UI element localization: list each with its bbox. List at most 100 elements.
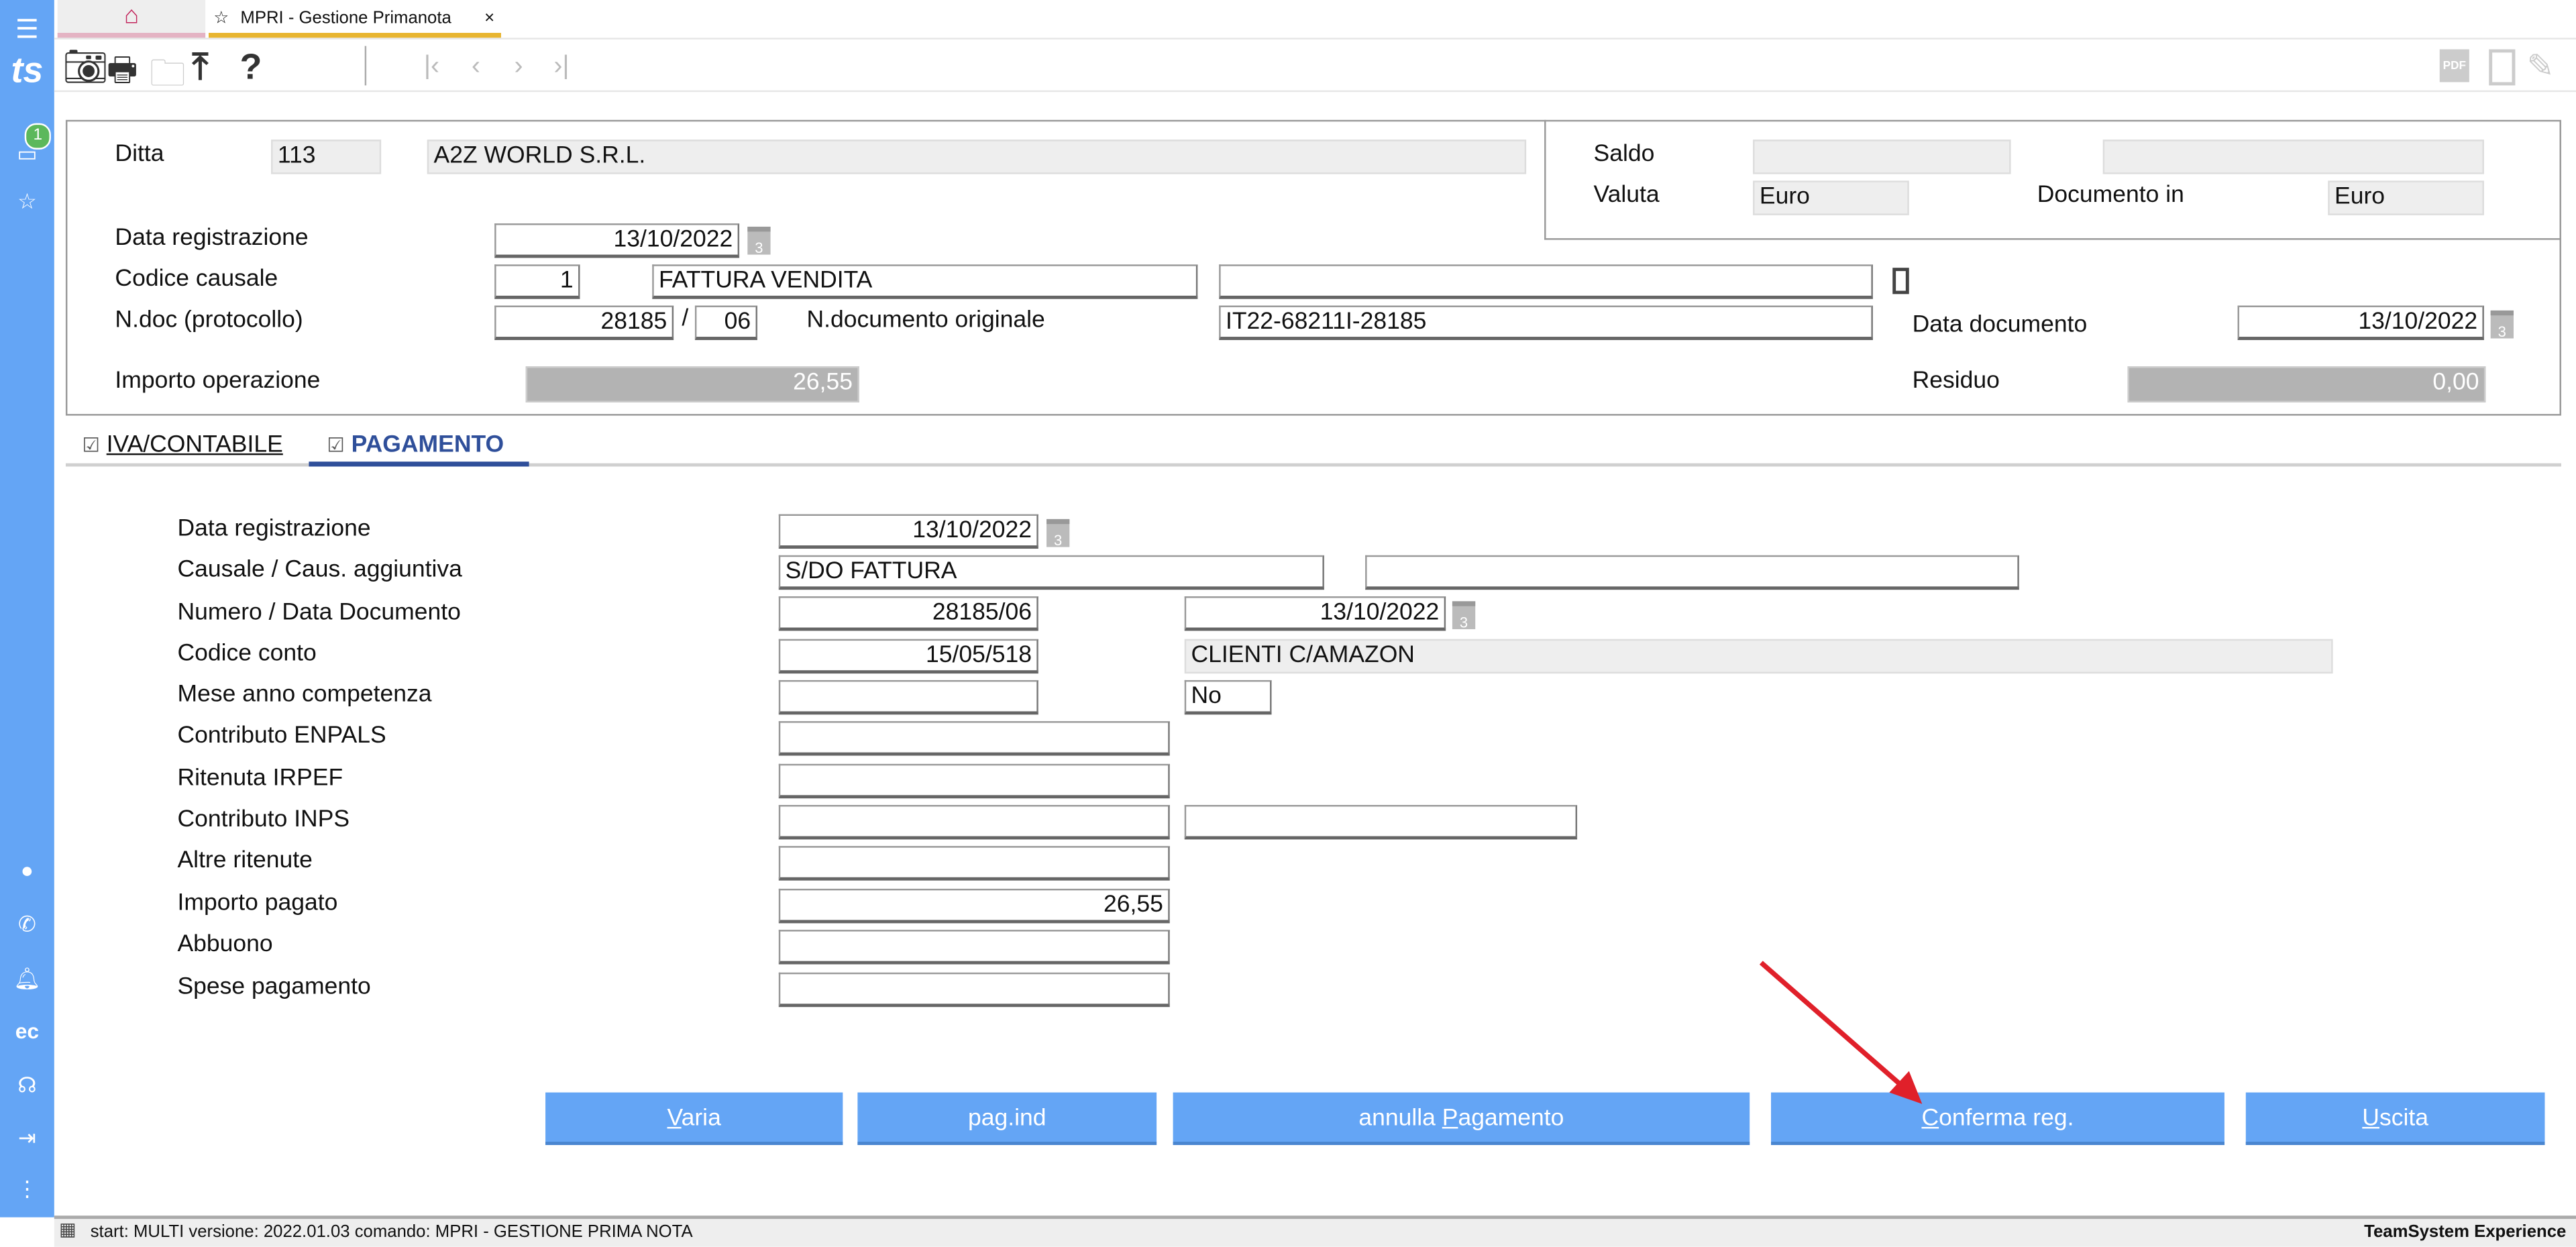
pag-inps-field[interactable] [778,805,1170,840]
pag-data-doc-field[interactable]: 13/10/2022 [1184,596,1446,631]
pag-ind-button[interactable]: pag.ind [857,1092,1157,1145]
pag-abbuono-field[interactable] [778,930,1170,965]
pag-data-reg-field[interactable]: 13/10/2022 [778,514,1038,549]
checkbox-checked-icon: ☑ [82,433,100,457]
causale-desc-field[interactable]: FATTURA VENDITA [652,264,1198,299]
codice-causale-field[interactable]: 1 [494,264,580,299]
camera-icon[interactable]: 📷︎ [62,46,109,87]
brand-label: TeamSystem Experience [2364,1222,2567,1242]
ndoc-originale-label: N.documento originale [806,307,1045,334]
varia-button[interactable]: Varia [545,1092,843,1145]
pag-altre-label: Altre ritenute [177,847,313,874]
pag-causale-aggiuntiva-field[interactable] [1365,555,2019,590]
annulla-pagamento-button[interactable]: annulla Pagamento [1173,1092,1750,1145]
first-record-icon: |‹ [423,52,440,81]
pag-altre-field[interactable] [778,846,1170,881]
tab-label: IVA/CONTABILE [106,432,283,459]
data-registrazione-label: Data registrazione [115,225,309,252]
pag-conto-desc-field: CLIENTI C/AMAZON [1184,639,2333,674]
pag-importo-field[interactable]: 26,55 [778,888,1170,924]
saldo-field [1753,140,2011,174]
calendar-icon[interactable]: 3 [1046,519,1070,549]
data-documento-label: Data documento [1912,312,2088,339]
edit-icon: ✎ [2526,49,2555,86]
phone-icon[interactable]: ✆ [18,912,36,936]
ndoc-originale-field[interactable]: IT22-68211I-28185 [1219,305,1873,340]
uscita-button[interactable]: Uscita [2245,1092,2545,1145]
logout-icon[interactable]: ⇥ [18,1125,36,1150]
ditta-name-field: A2Z WORLD S.R.L. [427,140,1527,174]
star-icon[interactable]: ☆ [213,8,229,28]
upload-icon[interactable]: ⤒ [192,46,209,87]
documento-in-field: Euro [2328,180,2484,215]
last-record-icon: ›| [553,52,570,81]
data-documento-field[interactable]: 13/10/2022 [2237,305,2484,340]
tab-mpri[interactable]: ☆ MPRI - Gestione Primanota × [209,0,501,38]
slash-separator: / [682,305,689,332]
data-registrazione-field[interactable]: 13/10/2022 [494,223,740,258]
close-icon[interactable]: × [484,8,495,28]
status-bar: ▦ start: MULTI versione: 2022.01.03 coma… [54,1215,2576,1247]
valuta-label: Valuta [1593,182,1660,209]
pag-importo-label: Importo pagato [177,890,338,917]
pag-causale-field[interactable]: S/DO FATTURA [778,555,1324,590]
calendar-icon[interactable]: 3 [2490,310,2514,340]
tab-label: PAGAMENTO [351,432,504,459]
pdf-icon: PDF [2439,49,2469,83]
toolbar-separator [364,46,367,86]
residuo-field: 0,00 [2127,366,2486,403]
tab-iva-contabile[interactable]: ☑ IVA/CONTABILE [82,432,282,458]
sidebar: ☰ ts ▭ 1 ☆ ● ✆ 🔔︎ ec ☊ ⇥ ⋮ [0,0,54,1217]
importo-operazione-label: Importo operazione [115,368,321,394]
status-text: start: MULTI versione: 2022.01.03 comand… [90,1222,693,1242]
header-panel [65,119,2561,416]
tab-strip-line [65,463,2561,467]
pag-numero-label: Numero / Data Documento [177,599,461,627]
pag-abbuono-label: Abbuono [177,931,273,958]
pag-mese-field[interactable] [778,680,1038,715]
more-icon[interactable]: ⋮ [16,1176,38,1201]
calendar-icon[interactable]: 3 [747,226,771,256]
home-icon: ⌂ [123,1,140,30]
help-icon[interactable]: ? [239,46,262,87]
pag-enpals-field[interactable] [778,721,1170,756]
conferma-reg-button[interactable]: Conferma reg. [1771,1092,2224,1145]
pag-numero-field[interactable]: 28185/06 [778,596,1038,631]
pag-inps-label: Contributo INPS [177,806,350,833]
menu-icon[interactable]: ☰ [15,16,39,45]
tab-home[interactable]: ⌂ [57,0,206,38]
ndoc-suffix-field[interactable]: 06 [694,305,757,340]
document-icon [2489,49,2516,86]
pag-mese-flag-field[interactable]: No [1184,680,1272,715]
pag-irpef-field[interactable] [778,763,1170,799]
calendar-icon[interactable]: 3 [1452,601,1476,631]
importo-operazione-field: 26,55 [525,366,859,403]
ndoc-field[interactable]: 28185 [494,305,674,340]
print-icon[interactable]: 🖶 [107,52,138,89]
headset-icon[interactable]: ☊ [17,1073,37,1097]
document-icon[interactable] [1892,268,1909,294]
divider [54,38,2576,40]
checkbox-checked-icon: ☑ [327,433,345,457]
pag-inps-extra-field[interactable] [1184,805,1578,840]
ndoc-label: N.doc (protocollo) [115,307,303,334]
residuo-label: Residuo [1912,368,2000,394]
pag-irpef-label: Ritenuta IRPEF [177,765,343,792]
pag-spese-field[interactable] [778,972,1170,1008]
saldo-field-2 [2102,140,2484,174]
documento-in-label: Documento in [2037,182,2184,209]
pag-codice-conto-label: Codice conto [177,641,317,667]
next-record-icon: › [514,52,523,81]
tab-pagamento[interactable]: ☑ PAGAMENTO [309,432,529,467]
pag-codice-conto-field[interactable]: 15/05/518 [778,639,1038,674]
causale-extra-field[interactable] [1219,264,1873,299]
ec-icon[interactable]: ec [15,1018,40,1044]
ts-logo: ts [11,49,44,91]
bell-icon[interactable]: 🔔︎ [13,966,41,991]
divider [54,90,2576,93]
tab-label: MPRI - Gestione Primanota [240,8,451,28]
folder-icon: 🗀 [149,52,186,94]
user-icon[interactable]: ● [20,857,34,883]
star-icon[interactable]: ☆ [17,188,37,214]
apps-grid-icon[interactable]: ▦ [59,1220,76,1240]
